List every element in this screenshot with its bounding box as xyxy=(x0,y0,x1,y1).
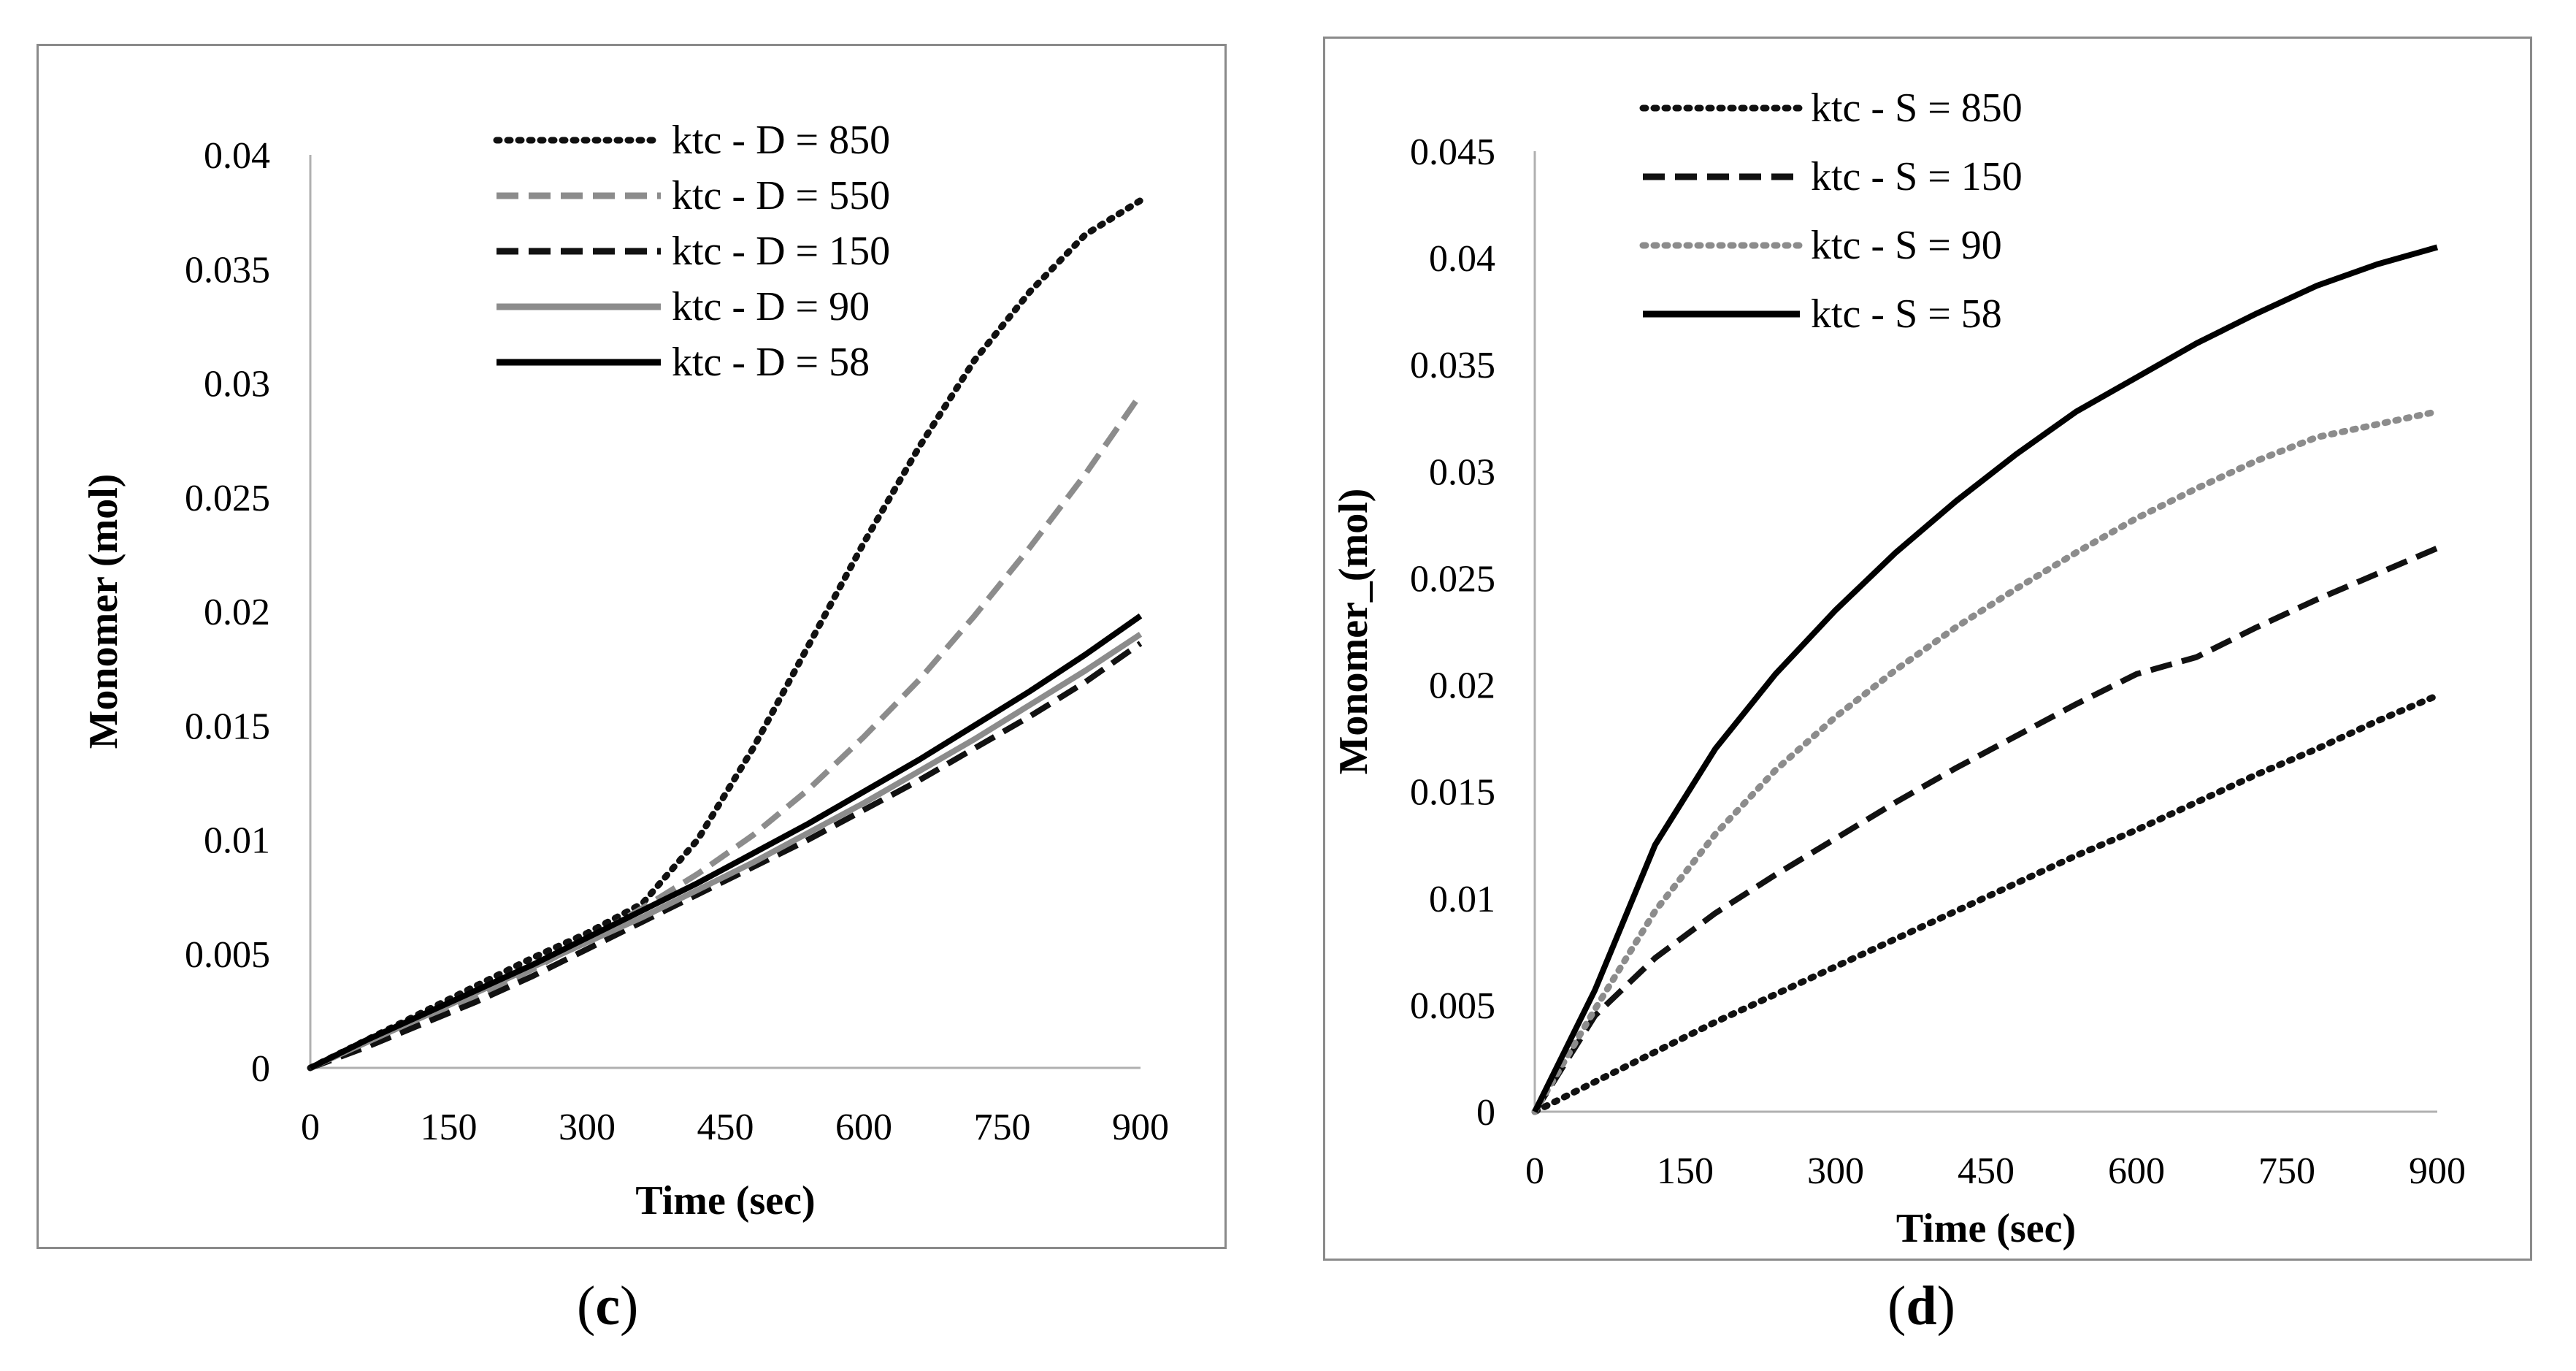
y-tick-label: 0.02 xyxy=(204,592,270,633)
y-tick-label: 0.04 xyxy=(1429,238,1495,280)
legend-label: ktc - D = 58 xyxy=(672,340,870,385)
series-line-c-2 xyxy=(309,641,1143,1071)
x-tick-label: 750 xyxy=(2258,1150,2315,1192)
x-tick-label: 150 xyxy=(421,1107,478,1148)
legend-label: ktc - D = 90 xyxy=(672,284,870,329)
x-tick-label: 300 xyxy=(1807,1150,1864,1192)
legend-label: ktc - D = 150 xyxy=(672,229,890,274)
x-tick-label: 150 xyxy=(1657,1150,1714,1192)
panel-label-c: (c) xyxy=(577,1275,639,1337)
y-axis-label: Monomer_(mol) xyxy=(1331,489,1376,775)
y-tick-label: 0.025 xyxy=(185,478,270,519)
series-line-d-3 xyxy=(1532,244,2439,1113)
y-tick-label: 0.01 xyxy=(1429,879,1495,920)
legend-label: ktc - D = 550 xyxy=(672,173,890,218)
y-tick-label: 0.01 xyxy=(204,820,270,862)
y-tick-label: 0.03 xyxy=(204,364,270,405)
x-tick-label: 0 xyxy=(1525,1150,1544,1192)
y-tick-label: 0.035 xyxy=(1410,345,1495,386)
series-line-c-4 xyxy=(309,613,1143,1071)
legend-label: ktc - S = 850 xyxy=(1811,85,2023,131)
x-tick-label: 750 xyxy=(974,1107,1031,1148)
y-tick-label: 0.02 xyxy=(1429,665,1495,707)
chart-d: 0 0.005 0.01 0.015 0.02 0.025 0.03 0.035 0.04 0.0… xyxy=(1331,85,2466,1251)
y-tick-label: 0.005 xyxy=(185,934,270,976)
x-tick-label: 900 xyxy=(1112,1107,1169,1148)
x-tick-label: 600 xyxy=(835,1107,892,1148)
x-axis-label: Time (sec) xyxy=(635,1178,815,1223)
legend-label: ktc - S = 150 xyxy=(1811,154,2023,199)
legend-label: ktc - D = 850 xyxy=(672,118,890,163)
y-axis-label: Monomer (mol) xyxy=(81,474,126,749)
chart-c: 0 0.005 0.01 0.015 0.02 0.025 0.03 0.035 0.04 0 15… xyxy=(81,118,1169,1223)
series-line-c-1 xyxy=(309,392,1143,1071)
y-tick-label: 0.03 xyxy=(1429,451,1495,493)
panel-c-frame xyxy=(37,44,1227,1249)
y-tick-label: 0 xyxy=(251,1048,270,1090)
series-line-d-1 xyxy=(1532,545,2439,1114)
panel-label-d: (d) xyxy=(1887,1275,1955,1337)
x-tick-label: 300 xyxy=(559,1107,616,1148)
x-axis-label: Time (sec) xyxy=(1896,1206,2076,1251)
series-line-d-2 xyxy=(1531,408,2441,1115)
y-tick-label: 0.035 xyxy=(185,249,270,291)
y-tick-label: 0.04 xyxy=(204,135,270,177)
x-tick-label: 600 xyxy=(2108,1150,2165,1192)
y-tick-label: 0.015 xyxy=(185,706,270,747)
y-tick-label: 0.025 xyxy=(1410,558,1495,600)
series-line-c-0 xyxy=(307,197,1144,1072)
legend-label: ktc - S = 90 xyxy=(1811,223,2002,268)
x-tick-label: 900 xyxy=(2409,1150,2466,1192)
x-tick-label: 0 xyxy=(301,1107,320,1148)
x-tick-label: 450 xyxy=(697,1107,754,1148)
x-tick-label: 450 xyxy=(1958,1150,2015,1192)
y-tick-label: 0 xyxy=(1476,1092,1495,1134)
y-tick-label: 0.005 xyxy=(1410,985,1495,1027)
legend-label: ktc - S = 58 xyxy=(1811,291,2002,337)
series-line-d-0 xyxy=(1531,692,2441,1115)
y-tick-label: 0.045 xyxy=(1410,131,1495,173)
y-tick-label: 0.015 xyxy=(1410,772,1495,814)
